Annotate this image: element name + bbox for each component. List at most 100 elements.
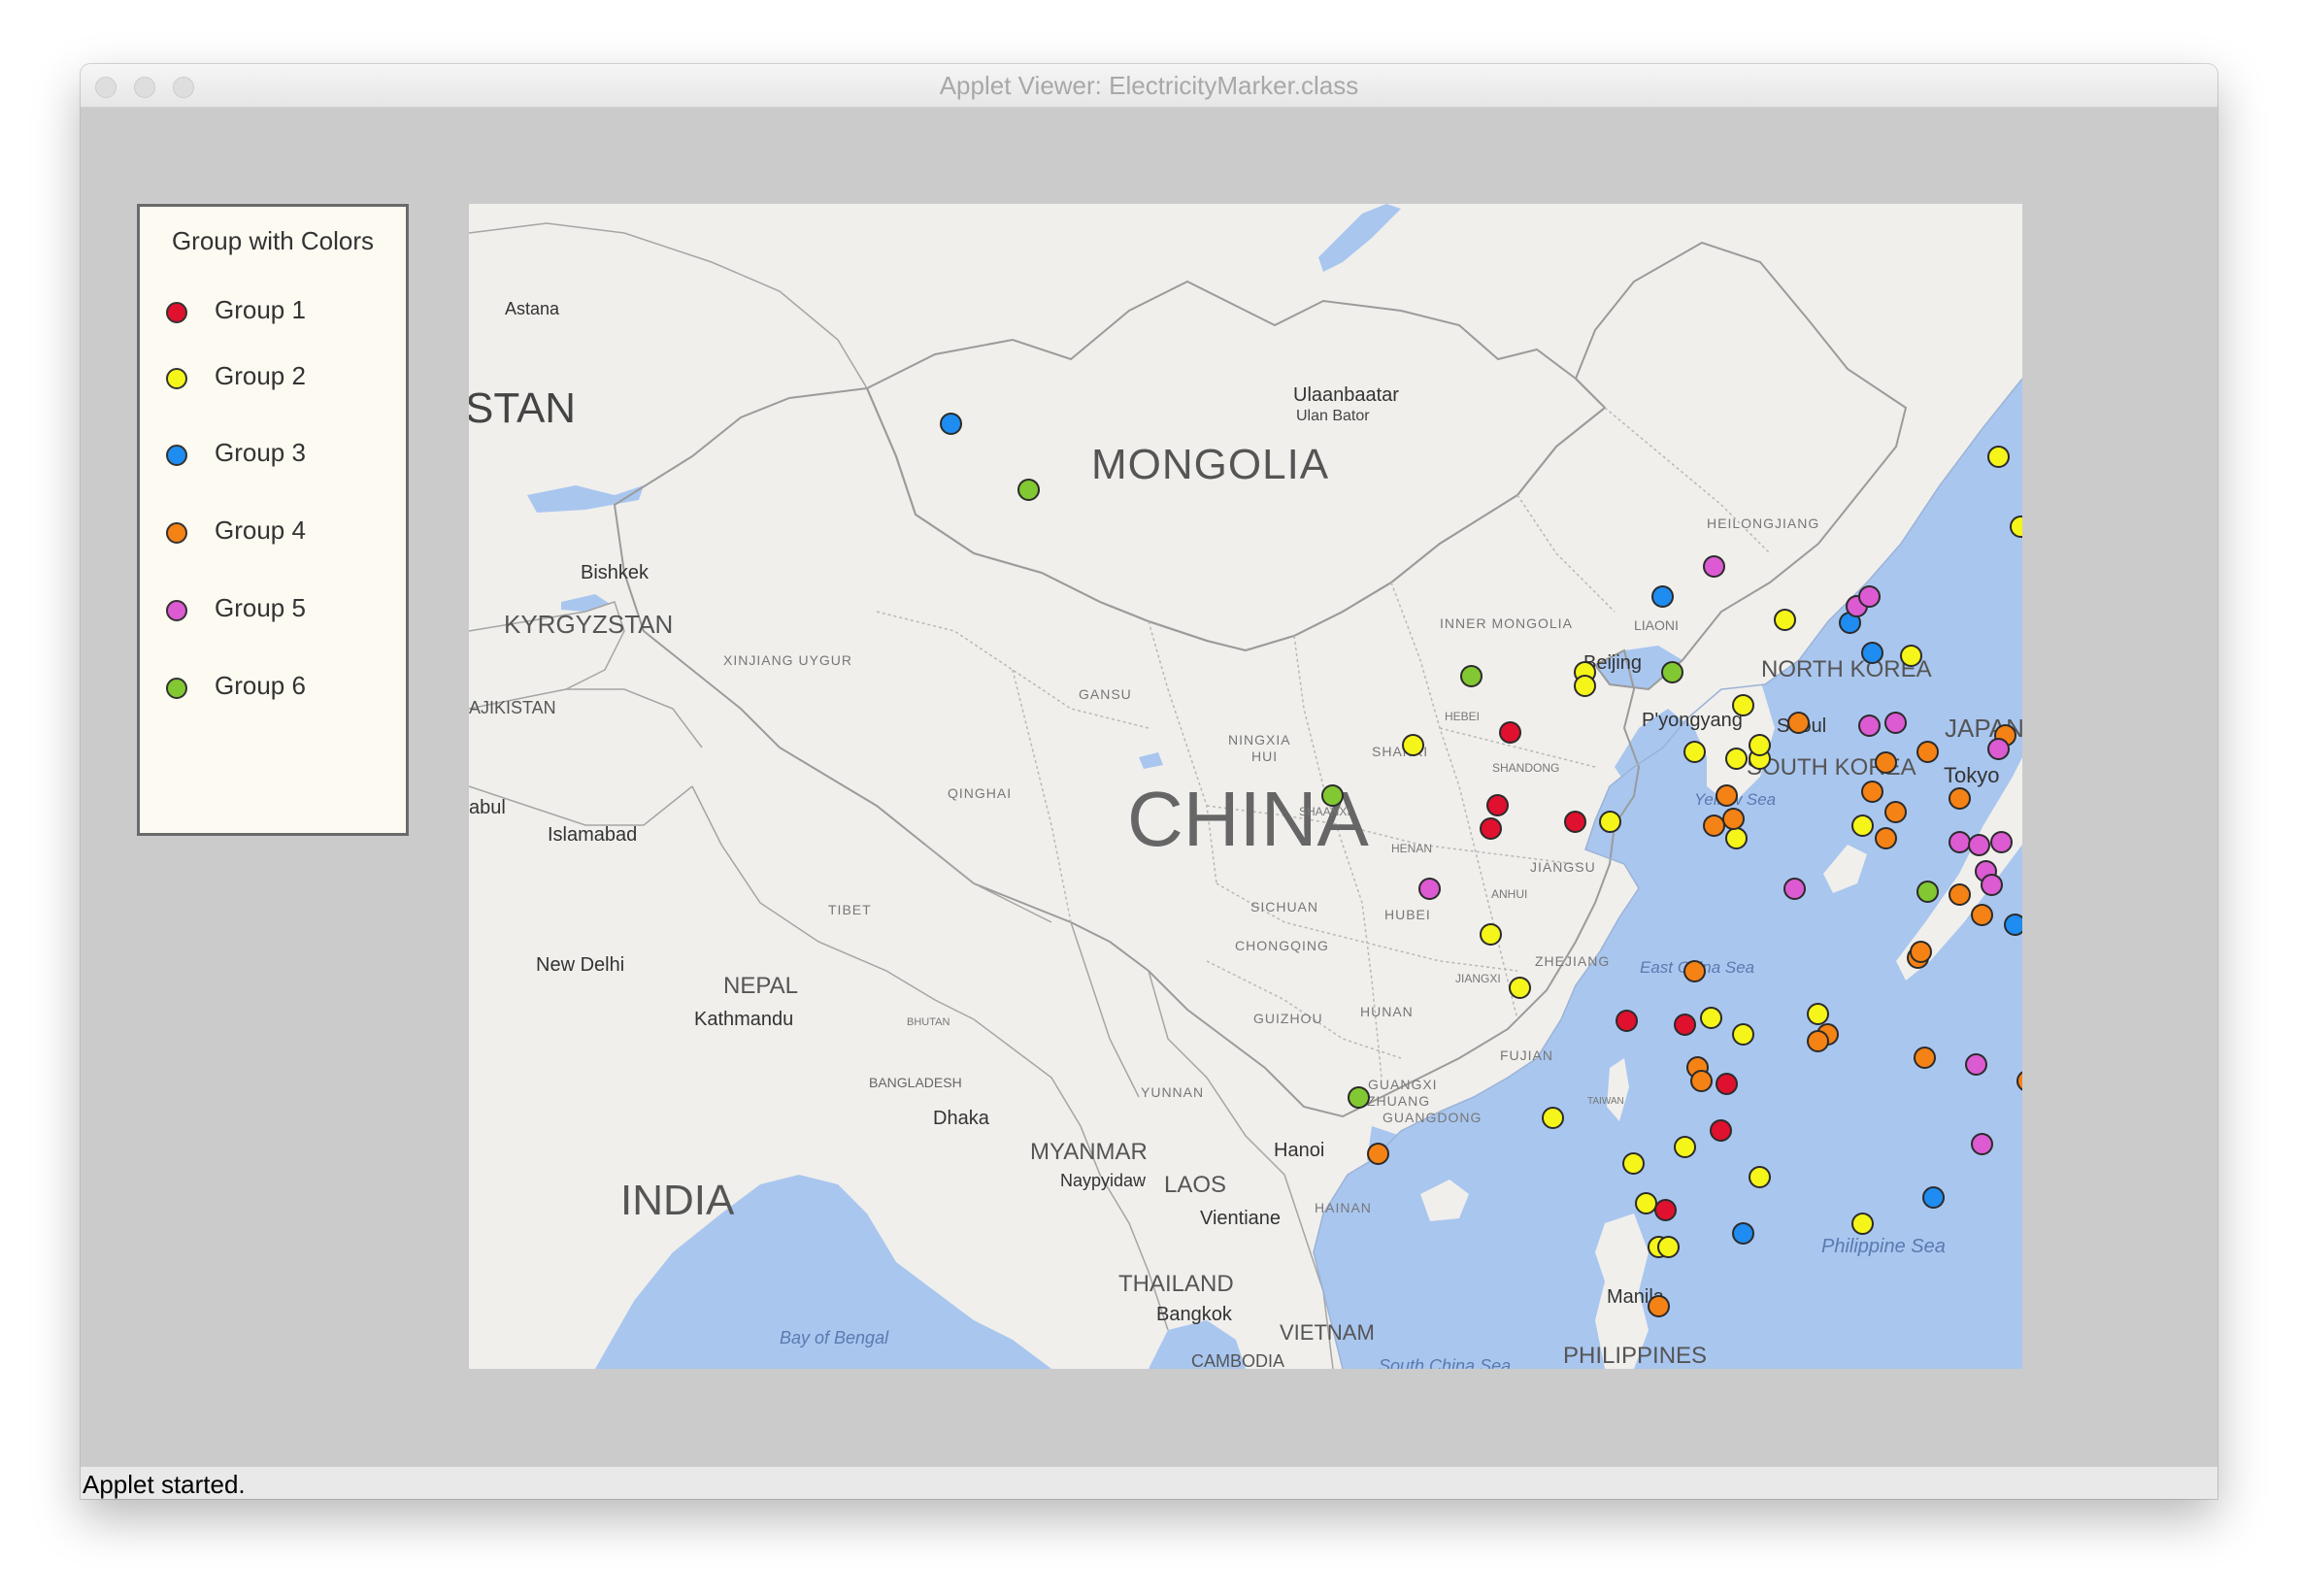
map-label-hanoi: Hanoi	[1274, 1140, 1325, 1161]
map-marker-group-5[interactable]	[1857, 584, 1881, 608]
map-marker-group-2[interactable]	[1402, 734, 1425, 757]
map-label-gansu: GANSU	[1079, 686, 1132, 702]
map-marker-group-2[interactable]	[1657, 1235, 1681, 1258]
map-label-kabul: abul	[469, 797, 506, 818]
minimize-window-button[interactable]	[134, 77, 155, 98]
map-marker-group-3[interactable]	[1650, 584, 1674, 608]
map-marker-group-1[interactable]	[1485, 794, 1509, 817]
map-label-myanmar: MYANMAR	[1030, 1139, 1148, 1165]
map-marker-group-4[interactable]	[1910, 940, 1933, 963]
map-label-bishkek: Bishkek	[581, 562, 650, 583]
map-label-tajikistan: AJIKISTAN	[469, 698, 556, 717]
map-marker-group-4[interactable]	[1861, 781, 1884, 804]
map-marker-group-1[interactable]	[1716, 1073, 1739, 1096]
map-marker-group-2[interactable]	[1509, 977, 1532, 1000]
map-marker-group-1[interactable]	[1654, 1199, 1678, 1222]
map-marker-group-2[interactable]	[1621, 1152, 1645, 1176]
map-marker-group-2[interactable]	[1748, 734, 1771, 757]
map-marker-group-2[interactable]	[1725, 748, 1749, 771]
map-marker-group-1[interactable]	[1563, 811, 1586, 834]
map-marker-group-3[interactable]	[1922, 1185, 1946, 1209]
map-label-ulaanbaatar: Ulaanbaatar	[1293, 384, 1399, 406]
map-marker-group-2[interactable]	[1748, 1166, 1771, 1189]
map-marker-group-5[interactable]	[1990, 830, 2014, 853]
map-marker-group-4[interactable]	[1683, 960, 1707, 983]
map-marker-group-2[interactable]	[1683, 741, 1707, 764]
map-marker-group-5[interactable]	[1981, 874, 2004, 897]
map-marker-group-2[interactable]	[1732, 694, 1755, 717]
title-bar[interactable]: Applet Viewer: ElectricityMarker.class	[81, 64, 2217, 108]
zoom-window-button[interactable]	[173, 77, 194, 98]
map-view[interactable]: Astana STAN Ulaanbaatar Ulan Bator MONGO…	[469, 204, 2022, 1369]
map-marker-group-5[interactable]	[1964, 1052, 1987, 1076]
map-marker-group-2[interactable]	[1573, 674, 1596, 697]
map-marker-group-1[interactable]	[1709, 1119, 1732, 1143]
map-marker-group-3[interactable]	[2003, 914, 2022, 937]
map-marker-group-6[interactable]	[1660, 661, 1683, 684]
map-marker-group-2[interactable]	[1541, 1106, 1564, 1129]
map-marker-group-1[interactable]	[1499, 720, 1522, 744]
map-marker-group-2[interactable]	[1699, 1006, 1722, 1029]
map-marker-group-5[interactable]	[1883, 711, 1907, 734]
map-marker-group-5[interactable]	[1857, 714, 1881, 737]
legend-swatch	[166, 600, 187, 621]
map-marker-group-5[interactable]	[1703, 554, 1726, 578]
applet-window: Applet Viewer: ElectricityMarker.class G…	[81, 64, 2217, 1499]
map-marker-group-4[interactable]	[1786, 711, 1810, 734]
map-marker-group-4[interactable]	[1716, 783, 1739, 807]
map-marker-group-4[interactable]	[1366, 1143, 1389, 1166]
map-marker-group-6[interactable]	[1916, 880, 1939, 903]
map-marker-group-2[interactable]	[1674, 1136, 1697, 1159]
map-marker-group-6[interactable]	[1347, 1085, 1370, 1109]
legend-label: Group 4	[215, 515, 306, 545]
map-marker-group-5[interactable]	[1783, 877, 1807, 900]
map-marker-group-6[interactable]	[1321, 783, 1345, 807]
map-marker-group-2[interactable]	[2010, 515, 2022, 538]
map-marker-group-2[interactable]	[1774, 608, 1797, 631]
map-marker-group-2[interactable]	[1480, 923, 1503, 947]
map-label-taiwan: TAIWAN	[1587, 1096, 1624, 1107]
map-marker-group-4[interactable]	[1689, 1069, 1713, 1092]
map-label-sichuan: SICHUAN	[1250, 899, 1319, 914]
map-marker-group-1[interactable]	[1616, 1010, 1639, 1033]
map-marker-group-1[interactable]	[1480, 816, 1503, 840]
map-marker-group-2[interactable]	[1599, 811, 1622, 834]
map-marker-group-3[interactable]	[1732, 1222, 1755, 1246]
map-marker-group-5[interactable]	[1987, 737, 2011, 760]
map-marker-group-1[interactable]	[1674, 1013, 1697, 1036]
map-marker-group-4[interactable]	[1949, 787, 1972, 811]
map-marker-group-2[interactable]	[1635, 1192, 1658, 1215]
map-marker-group-4[interactable]	[1722, 807, 1746, 830]
map-marker-group-5[interactable]	[1968, 834, 1991, 857]
map-label-new-delhi: New Delhi	[536, 954, 625, 976]
map-marker-group-2[interactable]	[1851, 1212, 1875, 1235]
map-marker-group-4[interactable]	[1806, 1029, 1829, 1052]
map-marker-group-3[interactable]	[940, 412, 963, 435]
map-marker-group-2[interactable]	[1900, 645, 1923, 668]
map-label-pyongyang: P'yongyang	[1642, 710, 1743, 731]
map-marker-group-4[interactable]	[1874, 827, 1897, 850]
map-marker-group-4[interactable]	[1949, 883, 1972, 907]
map-label-islamabad: Islamabad	[548, 824, 638, 846]
map-marker-group-4[interactable]	[1874, 750, 1897, 774]
map-marker-group-5[interactable]	[1418, 877, 1441, 900]
map-marker-group-4[interactable]	[1916, 741, 1939, 764]
map-label-yunnan: YUNNAN	[1141, 1084, 1205, 1100]
map-marker-group-2[interactable]	[1987, 445, 2011, 468]
map-marker-group-3[interactable]	[1861, 641, 1884, 664]
map-marker-group-2[interactable]	[1732, 1023, 1755, 1046]
map-marker-group-6[interactable]	[1017, 479, 1041, 502]
map-marker-group-4[interactable]	[1971, 903, 1994, 926]
map-marker-group-4[interactable]	[1883, 800, 1907, 823]
map-label-kathmandu: Kathmandu	[694, 1009, 794, 1030]
map-marker-group-4[interactable]	[1913, 1046, 1936, 1069]
map-marker-group-2[interactable]	[1851, 814, 1875, 837]
map-marker-group-5[interactable]	[1971, 1132, 1994, 1155]
map-marker-group-6[interactable]	[1460, 664, 1483, 687]
map-label-hui: HUI	[1251, 748, 1279, 764]
legend-swatch	[166, 445, 187, 466]
map-label-tokyo: Tokyo	[1944, 763, 2000, 787]
map-marker-group-2[interactable]	[1806, 1003, 1829, 1026]
close-window-button[interactable]	[95, 77, 117, 98]
map-marker-group-4[interactable]	[1648, 1295, 1671, 1318]
